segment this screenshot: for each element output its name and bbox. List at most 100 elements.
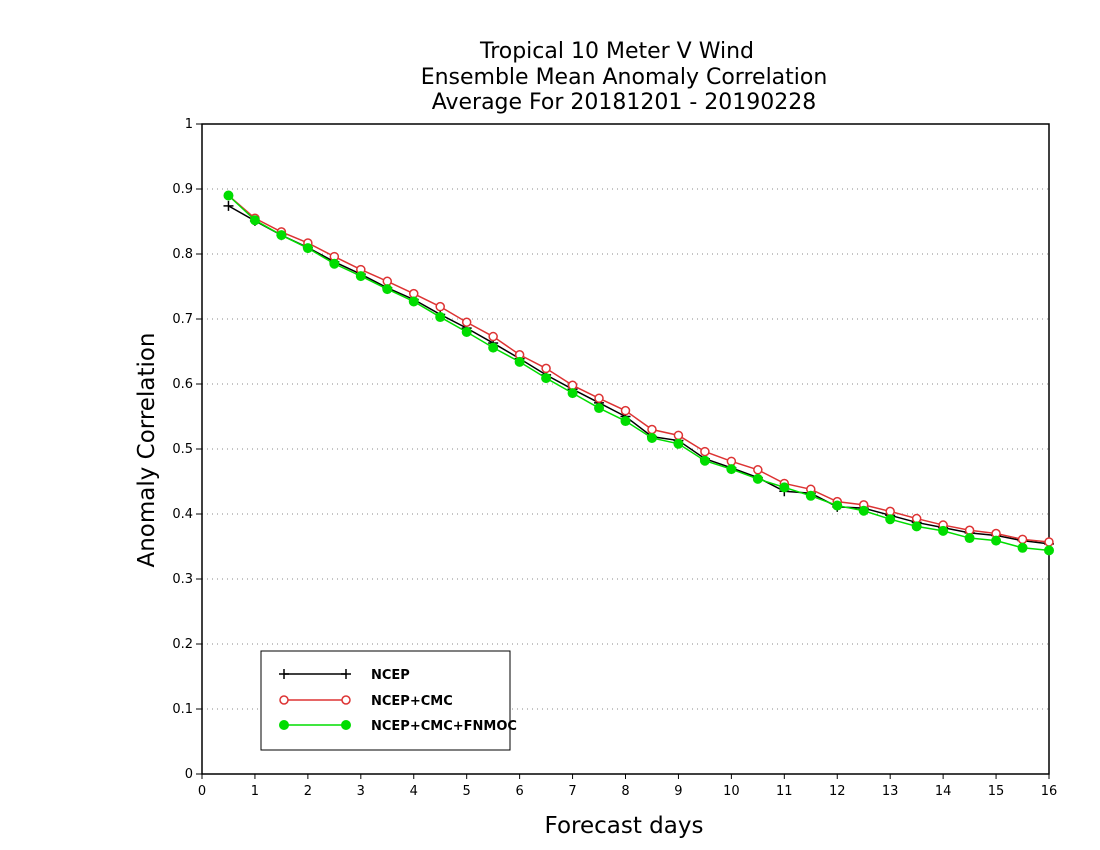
data-point-2-5: [355, 271, 366, 282]
data-point-2-27: [938, 525, 949, 536]
data-point-0-0: [223, 200, 234, 211]
data-point-2-30: [1017, 542, 1028, 553]
y-tick-label-10: 1: [185, 117, 193, 132]
data-point-2-12: [541, 373, 552, 384]
x-tick-label-0: 0: [198, 784, 206, 799]
x-tick-label-1: 1: [251, 784, 259, 799]
y-tick-label-4: 0.4: [172, 507, 193, 522]
legend-label-1: NCEP+CMC: [371, 694, 453, 709]
x-tick-label-12: 12: [829, 784, 846, 799]
data-point-2-13: [567, 388, 578, 399]
data-point-2-2: [276, 230, 287, 241]
data-point-2-17: [673, 438, 684, 449]
x-tick-label-15: 15: [988, 784, 1005, 799]
legend-marker-start-0: [279, 669, 289, 679]
data-point-2-26: [911, 521, 922, 532]
data-point-2-25: [885, 514, 896, 525]
data-point-2-10: [488, 342, 499, 353]
data-point-1-10: [488, 331, 498, 342]
y-axis-ticks: 0 0.1 0.2 0.3 0.4 0.5 0.6 0.7 0.8 0.9 1: [172, 117, 202, 782]
y-tick-label-9: 0.9: [172, 182, 193, 197]
x-tick-label-3: 3: [357, 784, 365, 799]
data-point-2-1: [249, 215, 260, 226]
data-point-2-21: [779, 482, 790, 493]
data-point-2-3: [302, 243, 313, 254]
legend-marker-end-0: [341, 669, 351, 679]
x-tick-label-6: 6: [515, 784, 523, 799]
data-point-1-30: [1017, 534, 1028, 545]
series-group: [223, 190, 1054, 556]
legend: NCEP NCEP+CMC NCEP+CMC+FNMOC: [260, 650, 517, 751]
data-point-2-6: [382, 284, 393, 295]
data-point-2-28: [964, 533, 975, 544]
x-tick-label-2: 2: [304, 784, 312, 799]
x-tick-label-5: 5: [463, 784, 471, 799]
data-point-1-31: [1044, 537, 1054, 547]
data-point-2-19: [726, 464, 737, 475]
data-point-2-31: [1044, 545, 1054, 556]
data-point-1-17: [673, 430, 684, 441]
data-point-1-12: [541, 363, 551, 374]
x-tick-label-10: 10: [723, 784, 740, 799]
data-point-1-7: [409, 288, 419, 299]
data-point-1-20: [753, 465, 763, 475]
data-point-1-18: [700, 446, 710, 457]
data-point-1-13: [567, 380, 578, 391]
x-axis-ticks: 0 1 2 3 4 5 6 7 8 9 10 11 12 13 14 15 16: [198, 774, 1057, 799]
data-point-2-7: [408, 296, 419, 307]
y-tick-label-1: 0.1: [172, 702, 193, 717]
y-tick-label-2: 0.2: [172, 637, 193, 652]
x-tick-label-9: 9: [674, 784, 682, 799]
y-tick-label-8: 0.8: [172, 247, 193, 262]
y-tick-label-7: 0.7: [172, 312, 193, 327]
series-line-1: [227, 194, 1050, 543]
x-tick-label-4: 4: [410, 784, 418, 799]
data-point-2-0: [223, 190, 234, 201]
data-point-2-4: [329, 258, 340, 269]
legend-marker-start-1: [279, 695, 289, 705]
data-point-2-16: [646, 432, 657, 443]
grid-lines: [202, 188, 1049, 710]
data-point-2-18: [699, 455, 710, 466]
legend-marker-end-2: [341, 720, 351, 730]
data-point-2-20: [752, 473, 763, 484]
x-axis-label: Forecast days: [545, 813, 704, 839]
y-axis-label: Anomaly Correlation: [134, 332, 160, 567]
y-tick-label-3: 0.3: [172, 572, 193, 587]
series-line-2: [227, 194, 1050, 552]
series-2: [223, 190, 1054, 556]
data-point-1-16: [647, 424, 657, 435]
data-point-2-11: [514, 356, 525, 367]
x-tick-label-7: 7: [568, 784, 576, 799]
data-point-2-14: [594, 403, 605, 414]
x-tick-label-16: 16: [1041, 784, 1058, 799]
data-point-1-9: [461, 317, 472, 327]
y-tick-label-0: 0: [185, 767, 193, 782]
x-tick-label-11: 11: [776, 784, 793, 799]
data-point-1-8: [435, 301, 445, 312]
chart-title: Tropical 10 Meter V Wind Ensemble Mean A…: [421, 39, 828, 115]
legend-label-2: NCEP+CMC+FNMOC: [371, 719, 517, 734]
data-point-2-15: [620, 416, 631, 427]
chart-title-line-3: Average For 20181201 - 20190228: [432, 90, 817, 115]
y-tick-label-6: 0.6: [172, 377, 193, 392]
x-tick-label-14: 14: [935, 784, 952, 799]
legend-marker-end-1: [341, 695, 351, 705]
data-point-2-24: [858, 505, 869, 516]
data-point-2-8: [435, 312, 446, 323]
x-tick-label-8: 8: [621, 784, 629, 799]
data-point-1-14: [594, 393, 604, 404]
data-point-1-6: [382, 276, 393, 287]
chart-title-line-1: Tropical 10 Meter V Wind: [479, 39, 754, 64]
data-point-2-9: [461, 327, 472, 337]
chart-title-line-2: Ensemble Mean Anomaly Correlation: [421, 65, 828, 90]
x-tick-label-13: 13: [882, 784, 899, 799]
series-0: [223, 200, 1054, 549]
data-point-2-29: [991, 535, 1002, 546]
legend-marker-start-2: [279, 720, 289, 730]
series-line-0: [228, 205, 1050, 545]
legend-label-0: NCEP: [371, 668, 410, 683]
data-point-2-22: [805, 490, 816, 501]
y-tick-label-5: 0.5: [172, 442, 193, 457]
